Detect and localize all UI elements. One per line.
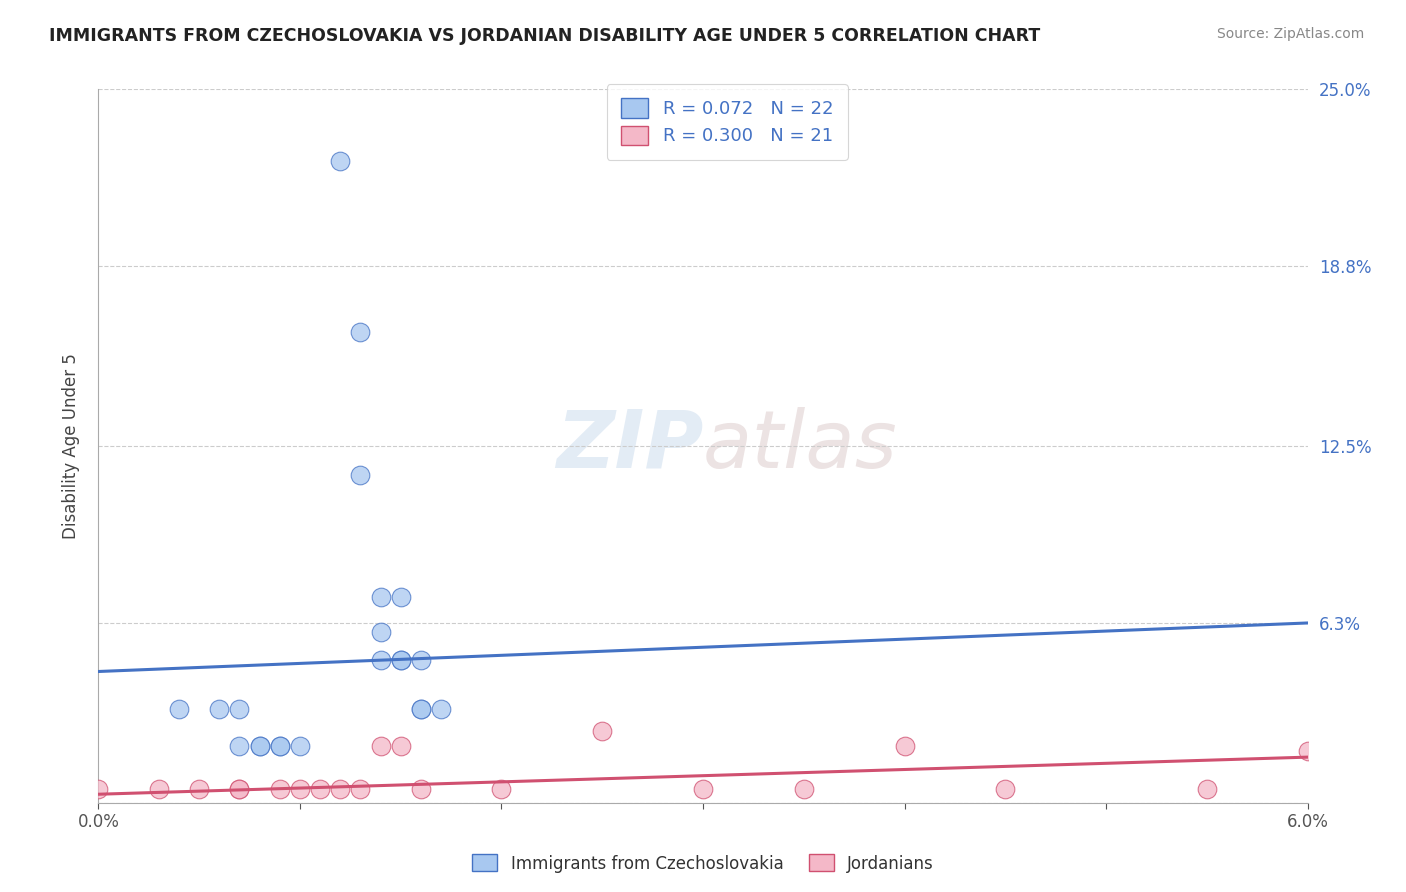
Point	[591, 724, 613, 739]
Point	[269, 739, 291, 753]
Point	[893, 739, 915, 753]
Point	[389, 739, 412, 753]
Point	[491, 781, 513, 796]
Point	[994, 781, 1017, 796]
Point	[409, 653, 432, 667]
Point	[249, 739, 271, 753]
Point	[370, 624, 392, 639]
Text: ZIP: ZIP	[555, 407, 703, 485]
Point	[370, 591, 392, 605]
Point	[167, 701, 190, 715]
Point	[1195, 781, 1218, 796]
Point	[188, 781, 211, 796]
Point	[288, 781, 311, 796]
Point	[409, 781, 432, 796]
Point	[329, 781, 352, 796]
Point	[389, 653, 412, 667]
Point	[370, 739, 392, 753]
Legend: R = 0.072   N = 22, R = 0.300   N = 21: R = 0.072 N = 22, R = 0.300 N = 21	[607, 84, 848, 160]
Point	[329, 153, 352, 168]
Point	[1296, 744, 1319, 758]
Point	[288, 739, 311, 753]
Legend: Immigrants from Czechoslovakia, Jordanians: Immigrants from Czechoslovakia, Jordania…	[465, 847, 941, 880]
Point	[409, 701, 432, 715]
Point	[228, 781, 250, 796]
Text: Source: ZipAtlas.com: Source: ZipAtlas.com	[1216, 27, 1364, 41]
Point	[349, 781, 371, 796]
Point	[228, 739, 250, 753]
Point	[349, 325, 371, 339]
Point	[389, 591, 412, 605]
Point	[793, 781, 815, 796]
Point	[692, 781, 714, 796]
Point	[409, 701, 432, 715]
Point	[249, 739, 271, 753]
Point	[228, 781, 250, 796]
Point	[269, 781, 291, 796]
Y-axis label: Disability Age Under 5: Disability Age Under 5	[62, 353, 80, 539]
Point	[349, 467, 371, 482]
Point	[148, 781, 170, 796]
Point	[269, 739, 291, 753]
Point	[370, 653, 392, 667]
Text: atlas: atlas	[703, 407, 898, 485]
Point	[208, 701, 231, 715]
Point	[87, 781, 110, 796]
Point	[309, 781, 332, 796]
Text: IMMIGRANTS FROM CZECHOSLOVAKIA VS JORDANIAN DISABILITY AGE UNDER 5 CORRELATION C: IMMIGRANTS FROM CZECHOSLOVAKIA VS JORDAN…	[49, 27, 1040, 45]
Point	[389, 653, 412, 667]
Point	[228, 701, 250, 715]
Point	[430, 701, 453, 715]
